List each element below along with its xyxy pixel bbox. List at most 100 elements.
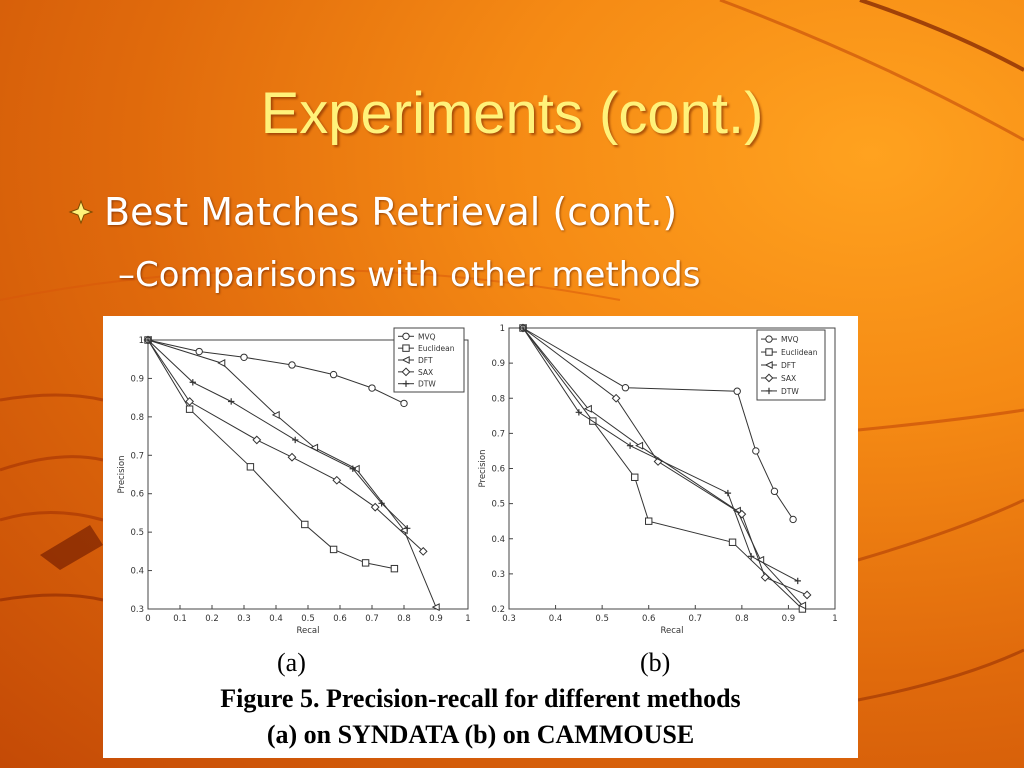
data-point-mvq — [369, 385, 375, 391]
y-tick-label: 0.8 — [130, 413, 144, 423]
series-line-dtw — [148, 340, 407, 528]
legend-label-dtw: DTW — [418, 380, 436, 389]
legend-marker-mvq — [766, 336, 772, 342]
legend-marker-euclidean — [766, 349, 772, 355]
series-mvq — [145, 337, 407, 407]
bullet-text: Best Matches Retrieval (cont.) — [104, 190, 677, 234]
legend: MVQ Euclidean DFT SAX DTW — [757, 330, 825, 400]
x-tick-label: 0.4 — [269, 614, 283, 624]
data-point-dtw — [292, 437, 298, 443]
y-tick-label: 0.7 — [491, 429, 505, 439]
data-point-euclidean — [729, 539, 735, 545]
data-point-euclidean — [330, 546, 336, 552]
y-tick-label: 1 — [139, 336, 144, 346]
x-axis-label: Recal — [297, 626, 320, 636]
sub-bullet-text: Comparisons with other methods — [135, 255, 700, 295]
data-point-dtw — [627, 442, 633, 448]
data-point-mvq — [790, 516, 796, 522]
x-tick-label: 0.8 — [397, 614, 411, 624]
x-tick-label: 1 — [465, 614, 470, 624]
data-point-mvq — [241, 354, 247, 360]
legend-label-sax: SAX — [418, 368, 433, 377]
data-point-dtw — [725, 490, 731, 496]
sub-bullet-comparisons: –Comparisons with other methods — [118, 255, 700, 295]
data-point-sax — [803, 591, 810, 598]
data-point-euclidean — [247, 464, 253, 470]
x-tick-label: 0.2 — [205, 614, 219, 624]
data-point-mvq — [734, 388, 740, 394]
legend-label-euclidean: Euclidean — [418, 344, 455, 353]
data-point-mvq — [289, 362, 295, 368]
data-point-euclidean — [362, 560, 368, 566]
data-point-sax — [288, 454, 295, 461]
slide-title: Experiments (cont.) — [0, 80, 1024, 147]
data-point-dtw — [576, 409, 582, 415]
data-point-mvq — [330, 371, 336, 377]
data-point-sax — [333, 477, 340, 484]
y-tick-label: 0.6 — [130, 490, 144, 500]
panel-label-b: (b) — [640, 648, 670, 678]
figure-panel: 0 0.1 0.2 0.3 0.4 0.5 0.6 0.7 0.8 0.9 1 0.3 0.4 0.5 0.… — [103, 316, 858, 758]
x-tick-label: 0.3 — [502, 614, 516, 624]
data-point-sax — [761, 574, 768, 581]
legend-label-mvq: MVQ — [418, 332, 436, 341]
series-euclidean — [145, 337, 398, 572]
data-point-euclidean — [632, 474, 638, 480]
data-point-euclidean — [391, 565, 397, 571]
chart-b: 0.3 0.4 0.5 0.6 0.7 0.8 0.9 10.20.30.40.50.60.7… — [473, 316, 843, 646]
y-tick-label: 0.2 — [491, 605, 505, 615]
data-point-dtw — [795, 578, 801, 584]
data-point-mvq — [771, 488, 777, 494]
legend-label-dft: DFT — [781, 361, 796, 370]
series-line-mvq — [523, 328, 793, 519]
y-tick-label: 0.3 — [130, 605, 144, 615]
series-sax — [144, 336, 427, 555]
data-point-euclidean — [646, 518, 652, 524]
figure-caption-line2: (a) on SYNDATA (b) on CAMMOUSE — [103, 720, 858, 750]
data-point-euclidean — [186, 406, 192, 412]
y-axis-label: Precision — [117, 456, 127, 494]
x-tick-label: 0 — [145, 614, 150, 624]
y-tick-label: 0.4 — [491, 535, 505, 545]
legend-marker-euclidean — [403, 345, 409, 351]
legend-label-dft: DFT — [418, 356, 433, 365]
figure-caption-line1: Figure 5. Precision-recall for different… — [103, 684, 858, 714]
data-point-dft — [218, 360, 224, 366]
panel-label-a: (a) — [277, 648, 306, 678]
chart-a: 0 0.1 0.2 0.3 0.4 0.5 0.6 0.7 0.8 0.9 1 0.3 0.4 0.5 0.… — [103, 316, 473, 646]
legend: MVQ Euclidean DFT SAX DTW — [394, 328, 464, 392]
y-tick-label: 0.3 — [491, 570, 505, 580]
x-tick-label: 1 — [832, 614, 837, 624]
legend-label-dtw: DTW — [781, 387, 799, 396]
x-tick-label: 0.9 — [782, 614, 796, 624]
legend-label-euclidean: Euclidean — [781, 348, 818, 357]
data-point-euclidean — [302, 521, 308, 527]
x-tick-label: 0.4 — [549, 614, 563, 624]
legend-marker-mvq — [403, 333, 409, 339]
x-tick-label: 0.1 — [173, 614, 187, 624]
data-point-sax — [253, 436, 260, 443]
data-point-dtw — [228, 398, 234, 404]
y-axis-label: Precision — [478, 450, 488, 488]
x-tick-label: 0.5 — [595, 614, 609, 624]
data-point-mvq — [196, 348, 202, 354]
x-tick-label: 0.5 — [301, 614, 315, 624]
series-line-mvq — [148, 340, 404, 403]
legend-label-sax: SAX — [781, 374, 796, 383]
y-tick-label: 0.4 — [130, 567, 144, 577]
y-tick-label: 1 — [500, 324, 505, 334]
x-tick-label: 0.9 — [429, 614, 443, 624]
x-tick-label: 0.3 — [237, 614, 251, 624]
series-line-sax — [148, 340, 423, 551]
x-axis-label: Recal — [661, 626, 684, 636]
sub-bullet-dash: – — [118, 255, 135, 295]
data-point-mvq — [753, 448, 759, 454]
y-tick-label: 0.6 — [491, 465, 505, 475]
y-tick-label: 0.9 — [491, 359, 505, 369]
y-tick-label: 0.5 — [491, 500, 505, 510]
y-tick-label: 0.7 — [130, 451, 144, 461]
y-tick-label: 0.9 — [130, 374, 144, 384]
series-mvq — [520, 325, 797, 523]
x-tick-label: 0.7 — [689, 614, 703, 624]
series-dtw — [145, 337, 411, 532]
